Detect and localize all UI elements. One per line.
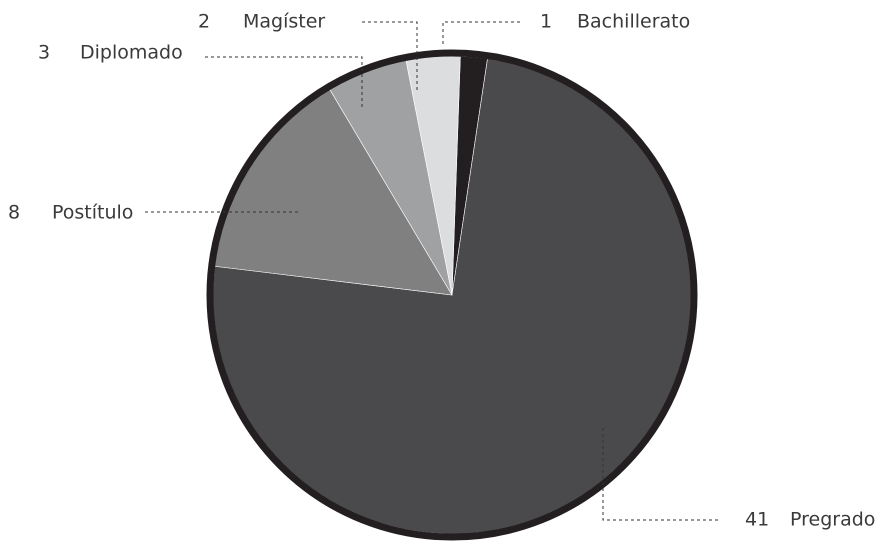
leader-line xyxy=(442,21,520,46)
category-label: Diplomado xyxy=(80,42,183,64)
category-label: Bachillerato xyxy=(577,11,690,33)
value-label: 1 xyxy=(540,11,552,33)
leader-line xyxy=(362,21,418,90)
leader-line xyxy=(602,425,718,521)
value-label: 3 xyxy=(38,42,50,64)
leader-line xyxy=(205,56,363,110)
value-label: 8 xyxy=(8,202,20,224)
category-label: Pregrado xyxy=(790,509,875,531)
category-label: Postítulo xyxy=(52,202,133,224)
pie-border xyxy=(206,49,698,541)
value-label: 41 xyxy=(745,509,769,531)
value-label: 2 xyxy=(198,11,210,33)
category-label: Magíster xyxy=(243,11,325,33)
